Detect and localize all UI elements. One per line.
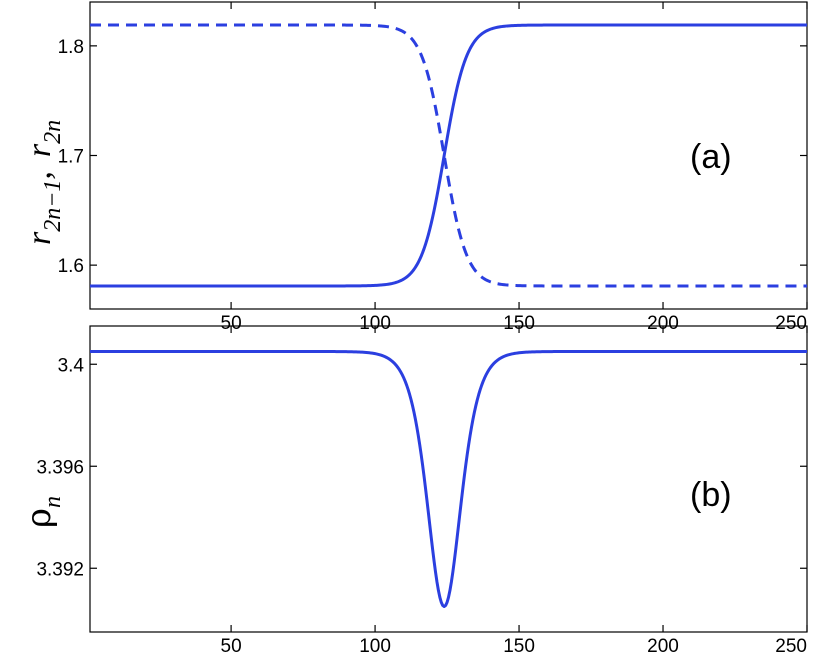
panel-a-ylabel-sub2: 2n: [40, 120, 66, 144]
panel-a-series: [89, 23, 808, 288]
panel-b-xtick-label: 150: [503, 636, 535, 657]
panel-a-ylabel-r1: r: [21, 231, 58, 245]
panel-b-ylabel: ρn: [19, 496, 66, 528]
panel-a-series-dashed-line: [89, 23, 808, 288]
panel-b-xtick-label: 100: [359, 636, 391, 657]
panel-b-xtick-label: 200: [647, 636, 679, 657]
panel-b: 50 100 150 200 250 3.392 3.396 3.4 (b) ρn: [19, 325, 808, 657]
panel-a-label: (a): [690, 138, 732, 176]
panel-a-series-solid-line: [89, 23, 808, 288]
panel-a-xtick-label: 250: [775, 313, 807, 334]
panel-b-xtick-label: 250: [775, 636, 807, 657]
panel-a-xtick-label: 150: [503, 313, 535, 334]
panel-a-ylabel: r2n−1,r2n: [21, 120, 66, 245]
panel-b-series-solid-line: [89, 350, 808, 608]
panel-b-ylabel-rho: ρ: [19, 508, 59, 528]
panel-a-ytick-label: 1.8: [58, 37, 84, 58]
panel-a-ticks: 50 100 150 200 250 1.6 1.7 1.8: [58, 2, 808, 334]
panel-b-ytick-label: 3.4: [58, 355, 85, 376]
panel-b-xtick-label: 50: [221, 636, 242, 657]
panel-a-xtick-label: 200: [647, 313, 679, 334]
panel-a-xtick-label: 50: [221, 313, 242, 334]
panel-b-series: [89, 350, 808, 608]
panel-b-frame: [89, 325, 808, 633]
panel-a-ytick-label: 1.6: [58, 256, 84, 277]
panel-b-ylabel-sub: n: [40, 496, 66, 508]
panel-b-label: (b): [690, 476, 732, 514]
panel-b-ytick-label: 3.392: [36, 559, 84, 580]
panel-a-ylabel-sep: ,: [21, 171, 58, 180]
panel-a-ylabel-sub1: 2n−1: [40, 180, 66, 232]
panel-b-ytick-label: 3.396: [36, 457, 84, 478]
panel-b-ticks: 50 100 150 200 250 3.392 3.396 3.4: [36, 326, 808, 657]
panel-a-ylabel-r2: r: [21, 143, 58, 157]
panel-a-xtick-label: 100: [359, 313, 391, 334]
panel-a-ytick-label: 1.7: [58, 147, 84, 168]
